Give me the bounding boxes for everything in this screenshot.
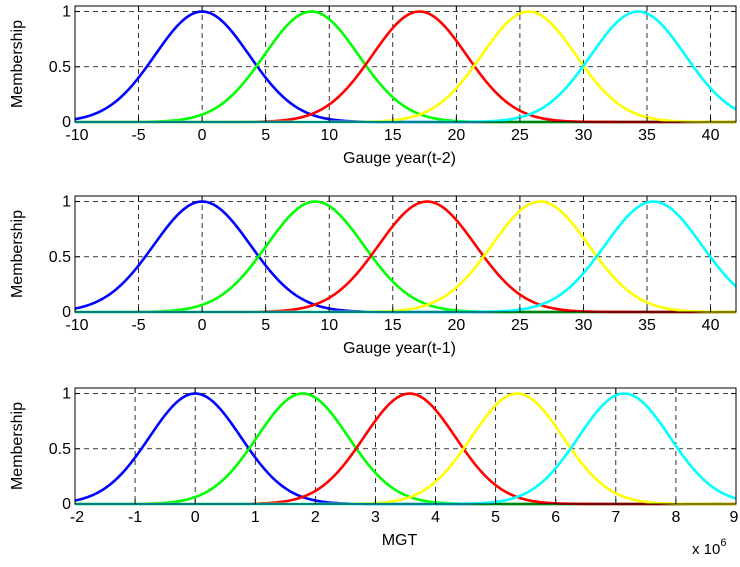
x-tick-label: 5 — [261, 317, 270, 334]
x-tick-label: -5 — [131, 127, 145, 144]
y-tick-label: 1 — [62, 386, 71, 403]
x-tick-label: 0 — [198, 127, 207, 144]
x-tick-label: -5 — [131, 317, 145, 334]
axes-frame — [74, 387, 737, 505]
y-tick-label: 0 — [62, 304, 71, 321]
y-axis-label: Membership — [9, 20, 26, 108]
x-tick-label: 6 — [551, 509, 560, 526]
x-tick-label: 40 — [702, 127, 720, 144]
x-tick-label: 30 — [575, 317, 593, 334]
x-tick-label: 30 — [575, 127, 593, 144]
x-tick-label: -2 — [70, 509, 84, 526]
axes-frame — [74, 5, 737, 123]
x-tick-label: 10 — [320, 317, 338, 334]
x-tick-label: 0 — [191, 509, 200, 526]
y-tick-label: 0 — [62, 496, 71, 513]
x-tick-label: 35 — [638, 317, 656, 334]
x-tick-label: -10 — [65, 127, 88, 144]
x-tick-label: 15 — [384, 317, 402, 334]
x-tick-label: 2 — [311, 509, 320, 526]
y-tick-label: 0.5 — [49, 441, 71, 458]
x-tick-label: 25 — [511, 127, 529, 144]
x-axis-label: Gauge year(t-2) — [343, 150, 456, 167]
y-axis-label: Membership — [9, 402, 26, 490]
x-axis-label: MGT — [382, 532, 418, 549]
x-tick-label: 4 — [431, 509, 440, 526]
subplot-1: -10 -5 0 5 10 15 20 25 30 35 40 0 0.5 1 Gauge year(t-2… — [9, 4, 737, 167]
subplot-3: -2 -1 0 1 2 3 4 5 6 7 8 9 0 0.5 1 MGT Membership x 106 — [9, 386, 739, 558]
x-tick-label: -10 — [65, 317, 88, 334]
x-tick-label: 3 — [371, 509, 380, 526]
y-axis-label: Membership — [9, 210, 26, 298]
x-tick-label: 7 — [611, 509, 620, 526]
x-tick-label: 25 — [511, 317, 529, 334]
x-tick-label: -1 — [128, 509, 142, 526]
x-tick-label: 1 — [251, 509, 260, 526]
subplot-2: -10 -5 0 5 10 15 20 25 30 35 40 0 0.5 1 Gauge year(t-1… — [9, 194, 737, 357]
x-tick-label: 20 — [447, 127, 465, 144]
x-tick-label: 15 — [384, 127, 402, 144]
y-tick-label: 1 — [62, 4, 71, 21]
y-tick-label: 1 — [62, 194, 71, 211]
x-tick-label: 9 — [730, 509, 739, 526]
axes-frame — [74, 195, 737, 313]
x-tick-label: 40 — [702, 317, 720, 334]
x-tick-label: 0 — [198, 317, 207, 334]
x-tick-label: 35 — [638, 127, 656, 144]
x-tick-label: 8 — [671, 509, 680, 526]
x-axis-label: Gauge year(t-1) — [343, 340, 456, 357]
y-tick-label: 0.5 — [49, 249, 71, 266]
x-tick-label: 20 — [447, 317, 465, 334]
x-tick-label: 10 — [320, 127, 338, 144]
x-tick-label: 5 — [491, 509, 500, 526]
y-tick-label: 0.5 — [49, 59, 71, 76]
y-tick-label: 0 — [62, 114, 71, 131]
x-tick-label: 5 — [261, 127, 270, 144]
axis-multiplier-label: x 106 — [692, 537, 726, 558]
